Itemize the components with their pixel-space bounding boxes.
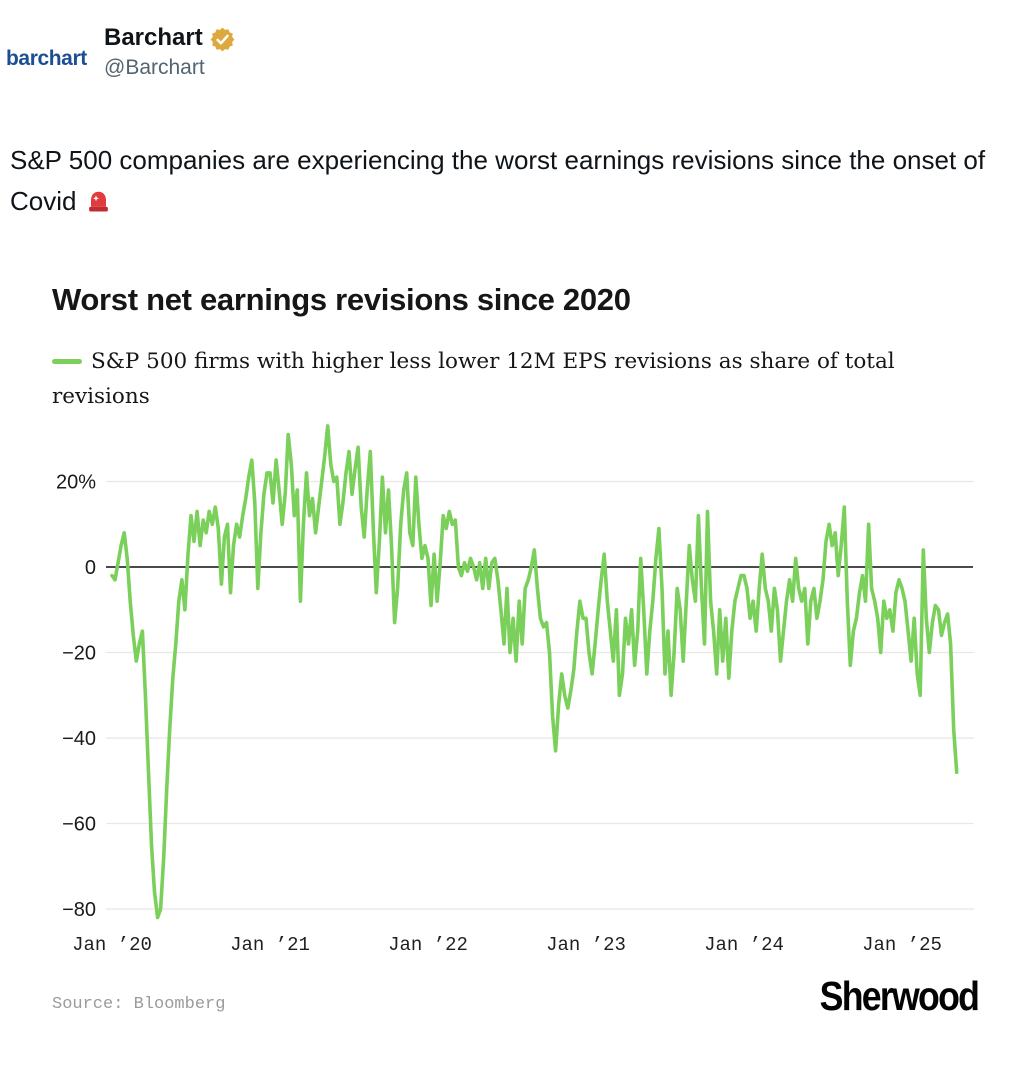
x-tick-label: Jan ’20 xyxy=(72,934,152,956)
y-tick-label: −40 xyxy=(62,728,96,750)
legend-label: S&P 500 firms with higher less lower 12M… xyxy=(52,349,895,409)
x-tick-label: Jan ’22 xyxy=(388,934,468,956)
source-note: Source: Bloomberg xyxy=(52,995,226,1014)
chart-legend: S&P 500 firms with higher less lower 12M… xyxy=(52,344,902,414)
eps-revisions-line xyxy=(110,424,959,920)
chart-figure[interactable]: Worst net earnings revisions since 2020 … xyxy=(0,268,1018,1038)
x-tick-label: Jan ’24 xyxy=(704,934,784,956)
siren-emoji-icon xyxy=(88,191,108,212)
tweet-text: S&P 500 companies are experiencing the w… xyxy=(10,140,1014,222)
avatar[interactable]: barchart xyxy=(6,44,100,74)
y-tick-label: −60 xyxy=(62,814,96,836)
chart-title: Worst net earnings revisions since 2020 xyxy=(52,282,631,317)
gold-verified-badge-icon xyxy=(210,27,235,51)
gridlines xyxy=(106,480,974,910)
x-tick-label: Jan ’21 xyxy=(230,934,310,956)
line-chart-plot: 20% 0 −20 −40 −60 −80 Jan ’20 Jan ’21 Jan ’22 Jan… xyxy=(56,424,974,957)
tweet-text-content: S&P 500 companies are experiencing the w… xyxy=(10,145,986,216)
name-row: Barchart xyxy=(104,24,235,52)
barchart-logo: barchart xyxy=(6,47,87,70)
legend-line-swatch xyxy=(52,359,82,364)
y-tick-label: 0 xyxy=(85,557,96,579)
x-tick-label: Jan ’23 xyxy=(546,934,626,956)
y-tick-label: 20% xyxy=(56,472,96,494)
sherwood-logo: Sherwood xyxy=(819,973,979,1019)
x-tick-label: Jan ’25 xyxy=(862,934,942,956)
y-tick-label: −80 xyxy=(62,899,96,921)
axis-tick-labels: 20% 0 −20 −40 −60 −80 Jan ’20 Jan ’21 Jan ’22 Jan… xyxy=(56,472,942,957)
handle[interactable]: @Barchart xyxy=(104,56,205,79)
display-name[interactable]: Barchart xyxy=(104,24,203,51)
y-tick-label: −20 xyxy=(62,643,96,665)
